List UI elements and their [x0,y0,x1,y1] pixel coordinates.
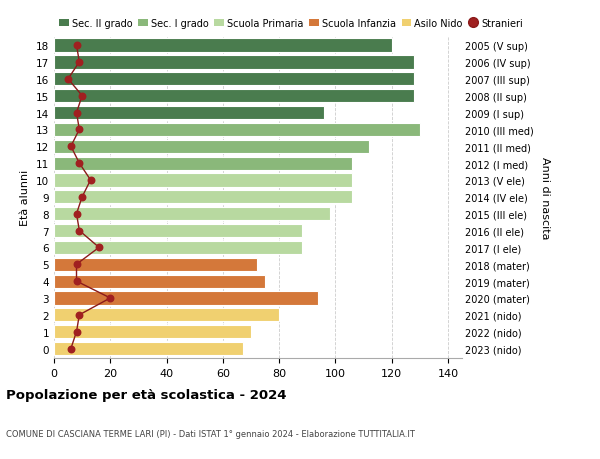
Point [74,227,84,235]
Point [106,295,115,302]
Point [74,126,84,134]
Bar [54,191,352,204]
Point [72,211,82,218]
Text: COMUNE DI CASCIANA TERME LARI (PI) - Dati ISTAT 1° gennaio 2024 - Elaborazione T: COMUNE DI CASCIANA TERME LARI (PI) - Dat… [6,429,415,438]
Point [72,278,82,285]
Point [77,93,87,100]
Point [66,345,76,353]
Point [94,244,104,252]
Bar [54,106,324,120]
Bar [54,308,279,322]
Bar [54,342,242,355]
Bar [54,140,369,153]
Bar [54,258,257,271]
Point [72,328,82,336]
Bar [54,207,330,221]
Bar [54,56,414,69]
Point [86,177,95,184]
Bar [54,174,352,187]
Bar [54,90,414,103]
Bar [54,73,414,86]
Point [74,160,84,168]
Point [77,194,87,201]
Text: Popolazione per età scolastica - 2024: Popolazione per età scolastica - 2024 [6,388,287,401]
Bar [54,123,420,137]
Y-axis label: Anni di nascita: Anni di nascita [540,156,550,239]
Bar [54,325,251,338]
Bar [54,275,265,288]
Bar [54,292,319,305]
Point [63,76,73,83]
Bar [54,157,352,170]
Point [72,261,82,269]
Point [72,42,82,50]
Point [72,110,82,117]
Legend: Sec. II grado, Sec. I grado, Scuola Primaria, Scuola Infanzia, Asilo Nido, Stran: Sec. II grado, Sec. I grado, Scuola Prim… [59,19,523,28]
Point [74,59,84,67]
Y-axis label: Età alunni: Età alunni [20,169,31,225]
Bar [54,224,302,238]
Point [66,143,76,151]
Bar [54,39,392,52]
Point [74,312,84,319]
Bar [54,241,302,254]
